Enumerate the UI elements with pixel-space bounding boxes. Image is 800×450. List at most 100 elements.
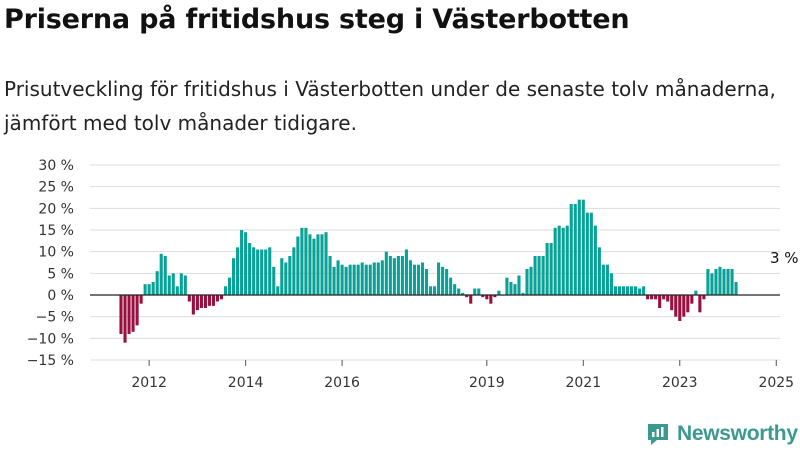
bar xyxy=(312,238,316,295)
bar xyxy=(388,256,392,295)
bar xyxy=(621,286,626,295)
bar xyxy=(706,269,710,295)
bar xyxy=(658,295,662,308)
bar xyxy=(722,269,726,295)
bar xyxy=(272,266,276,295)
bar xyxy=(348,264,352,295)
x-tick-label: 2016 xyxy=(324,375,360,391)
y-tick-label: 20 % xyxy=(38,201,74,217)
brand-name: Newsworthy xyxy=(677,422,798,445)
bar xyxy=(433,286,437,295)
bar xyxy=(123,295,127,343)
bar xyxy=(412,264,417,295)
y-tick-label: 0 % xyxy=(47,288,74,304)
bar xyxy=(730,269,734,295)
bar xyxy=(666,295,670,302)
y-tick-label: −10 % xyxy=(27,331,74,347)
bar xyxy=(392,258,396,295)
bar xyxy=(525,269,529,295)
bar xyxy=(336,260,340,295)
bar xyxy=(629,286,634,295)
bar xyxy=(139,295,143,304)
bar xyxy=(457,288,461,295)
bars xyxy=(119,199,738,343)
x-tick-label: 2019 xyxy=(469,375,505,391)
bar xyxy=(521,292,525,295)
bar xyxy=(147,284,151,295)
bar xyxy=(469,295,473,304)
bar xyxy=(416,264,421,295)
bar xyxy=(332,266,336,295)
bar xyxy=(232,258,236,295)
x-axis: 2012 2014 2016 2019 2021 2023 2025 xyxy=(131,360,794,391)
bar xyxy=(557,225,561,295)
bar xyxy=(509,282,513,295)
y-tick-label: 30 % xyxy=(38,158,74,174)
y-tick-label: −15 % xyxy=(27,353,74,369)
bar xyxy=(638,288,642,295)
bar xyxy=(171,273,175,295)
bar xyxy=(360,262,364,295)
newsworthy-logo-icon xyxy=(648,424,668,445)
bar xyxy=(609,273,613,295)
bar xyxy=(505,277,509,295)
bar xyxy=(227,277,232,295)
y-axis-labels: 30 % 25 % 20 % 15 % 10 % 5 % 0 % −5 % −10 % −15 % xyxy=(27,158,74,369)
bar xyxy=(396,256,400,295)
bar xyxy=(240,230,244,295)
bar xyxy=(577,199,581,295)
bar xyxy=(244,232,248,295)
y-tick-label: 10 % xyxy=(38,245,74,261)
bar xyxy=(191,295,195,315)
bar xyxy=(183,275,187,295)
bar xyxy=(167,275,171,295)
bar xyxy=(236,247,240,295)
bar xyxy=(682,295,686,317)
bar xyxy=(131,295,135,332)
bar xyxy=(726,269,730,295)
bar xyxy=(654,295,658,300)
bar xyxy=(364,264,368,295)
bar xyxy=(718,266,722,295)
bar xyxy=(453,284,457,295)
bar xyxy=(175,286,179,295)
bar xyxy=(561,227,565,295)
bar xyxy=(674,295,678,317)
bar xyxy=(601,264,605,295)
bar xyxy=(445,269,449,295)
bar xyxy=(304,227,308,295)
bar xyxy=(698,295,702,313)
bar xyxy=(678,295,682,321)
bar xyxy=(308,234,312,295)
chart-subtitle: Prisutveckling för fritidshus i Västerbo… xyxy=(4,77,776,135)
bar xyxy=(593,225,597,295)
bar xyxy=(408,260,412,295)
bar xyxy=(513,284,517,295)
bar xyxy=(549,243,553,295)
bar xyxy=(734,282,738,295)
bar xyxy=(328,256,332,295)
bar xyxy=(248,243,252,295)
bar xyxy=(589,212,593,295)
bar xyxy=(597,247,601,295)
bar xyxy=(300,227,304,295)
bar xyxy=(159,253,163,295)
bar xyxy=(686,295,690,313)
bar xyxy=(642,286,646,295)
bar xyxy=(372,262,376,295)
bar xyxy=(127,295,131,334)
bar xyxy=(199,295,203,308)
bar xyxy=(489,295,493,304)
bar xyxy=(256,249,260,295)
bar xyxy=(215,295,220,302)
x-tick-label: 2021 xyxy=(565,375,601,391)
bar xyxy=(670,295,674,311)
bar xyxy=(344,266,348,295)
bar xyxy=(320,234,324,295)
bar xyxy=(714,269,718,295)
y-tick-label: 5 % xyxy=(47,266,74,282)
bar xyxy=(368,264,372,295)
bar xyxy=(545,243,549,295)
annotations: 3 % xyxy=(770,249,799,267)
bar xyxy=(481,295,485,298)
